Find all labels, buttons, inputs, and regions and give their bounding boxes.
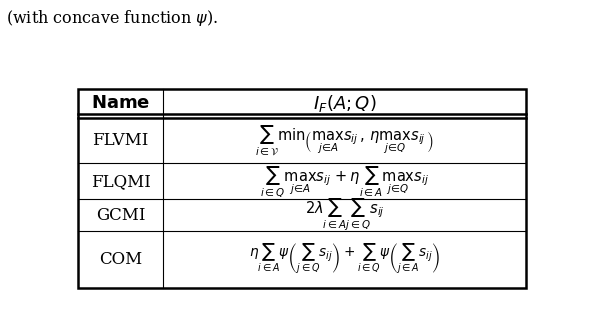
Text: $2\lambda\sum_{i\in A}\sum_{j\in Q} s_{ij}$: $2\lambda\sum_{i\in A}\sum_{j\in Q} s_{i… — [305, 197, 385, 233]
Text: $\sum_{i\in Q}\max_{j\in A} s_{ij} + \eta\sum_{i\in A}\max_{j\in Q} s_{ij}$: $\sum_{i\in Q}\max_{j\in A} s_{ij} + \et… — [260, 164, 429, 199]
Text: COM: COM — [99, 251, 142, 268]
Text: $\sum_{i\in\mathcal{V}} \min\left(\max_{j\in A} s_{ij},\, \eta\max_{j\in Q} s_{i: $\sum_{i\in\mathcal{V}} \min\left(\max_{… — [255, 124, 434, 157]
Text: (with concave function $\psi$).: (with concave function $\psi$). — [6, 8, 218, 28]
Text: $\eta\sum_{i\in A}\psi\left(\sum_{j\in Q} s_{ij}\right) + \sum_{i\in Q}\psi\left: $\eta\sum_{i\in A}\psi\left(\sum_{j\in Q… — [249, 242, 440, 276]
Text: FLQMI: FLQMI — [91, 173, 150, 190]
Text: $I_F(A;Q)$: $I_F(A;Q)$ — [313, 93, 376, 114]
Text: FLVMI: FLVMI — [93, 132, 149, 149]
Text: $\mathbf{Name}$: $\mathbf{Name}$ — [91, 95, 150, 112]
Text: GCMI: GCMI — [96, 207, 145, 224]
Bar — [78, 89, 526, 288]
